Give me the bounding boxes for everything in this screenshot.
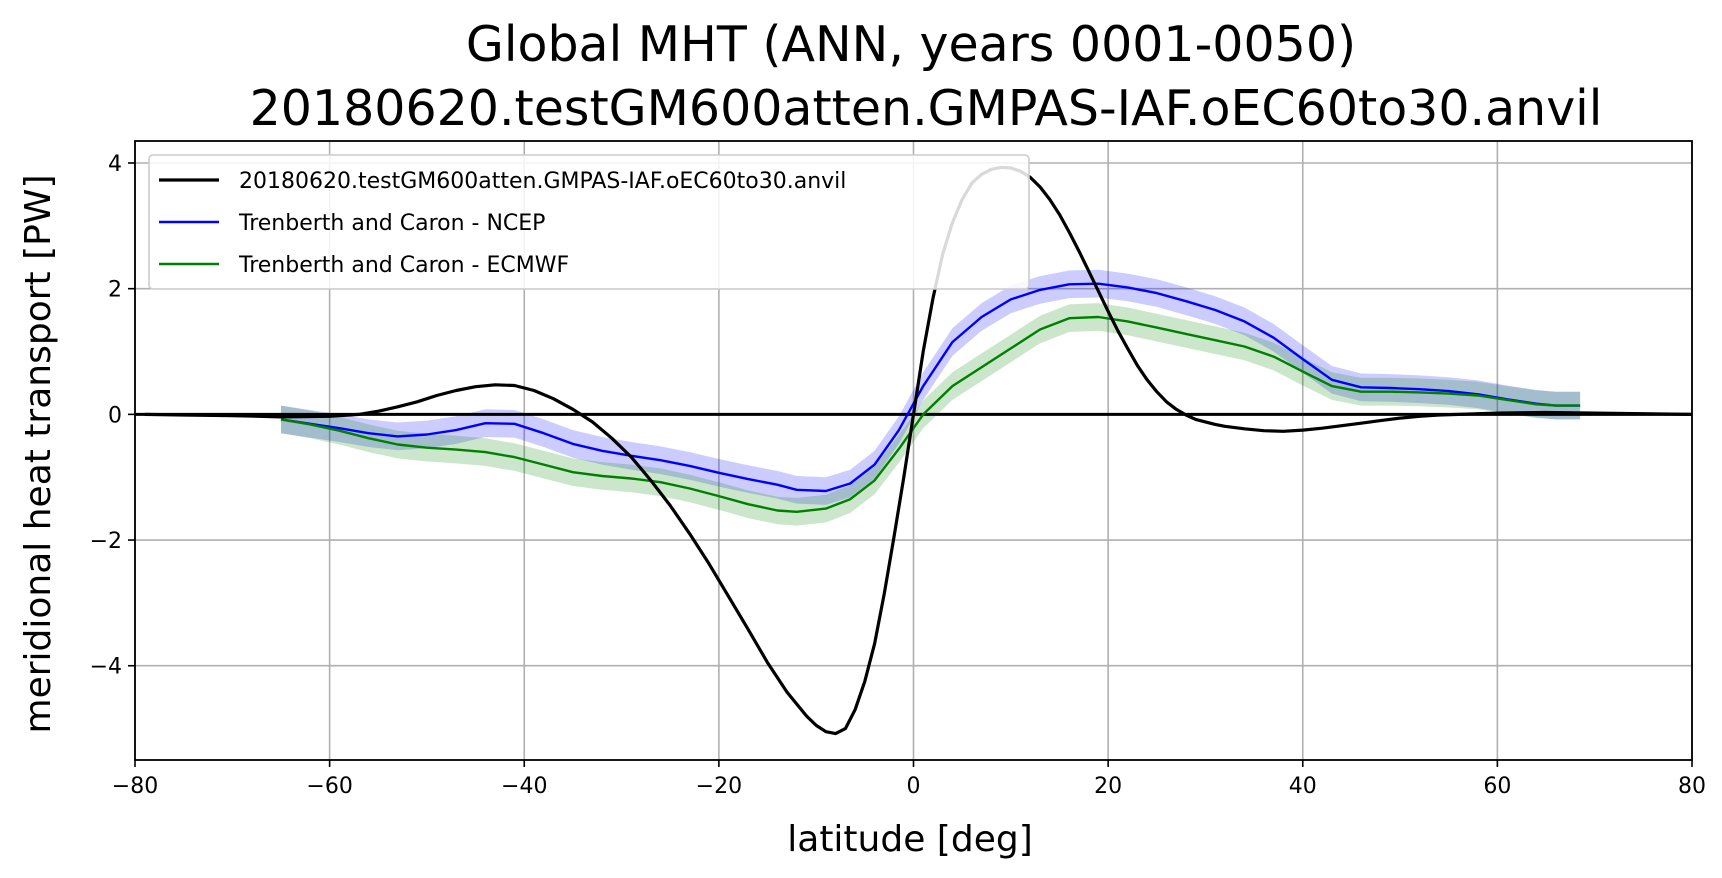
series-line [280, 282, 1581, 493]
series-line [280, 315, 1581, 513]
legend-label: Trenberth and Caron - ECMWF [238, 253, 569, 278]
x-tick-label: 40 [1289, 774, 1317, 799]
x-tick-label: −20 [696, 774, 742, 799]
y-axis-label: meridional heat transport [PW] [18, 175, 59, 734]
legend: 20180620.testGM600atten.GMPAS-IAF.oEC60t… [148, 154, 1030, 290]
y-tick-label: 0 [108, 403, 122, 428]
chart-subtitle: 20180620.testGM600atten.GMPAS-IAF.oEC60t… [250, 80, 1603, 137]
x-tick-label: −80 [112, 774, 158, 799]
x-axis-label: latitude [deg] [787, 819, 1033, 860]
y-tick-label: −4 [90, 655, 122, 680]
chart-title: Global MHT (ANN, years 0001-0050) [466, 16, 1356, 73]
legend-box [148, 154, 1030, 290]
legend-label: Trenberth and Caron - NCEP [238, 211, 545, 236]
x-tick-label: −60 [306, 774, 352, 799]
y-tick-label: 2 [108, 278, 122, 303]
y-tick-label: −2 [90, 529, 122, 554]
x-tick-label: 80 [1678, 774, 1706, 799]
x-tick-label: 60 [1483, 774, 1511, 799]
legend-label: 20180620.testGM600atten.GMPAS-IAF.oEC60t… [239, 169, 846, 194]
x-tick-label: 20 [1094, 774, 1122, 799]
y-tick-label: 4 [108, 152, 122, 177]
x-tick-label: −40 [501, 774, 547, 799]
x-tick-label: 0 [907, 774, 921, 799]
